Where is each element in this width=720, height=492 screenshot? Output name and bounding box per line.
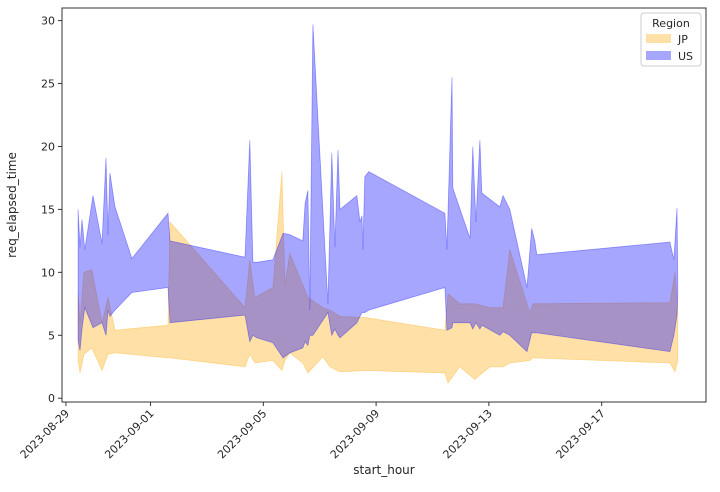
y-tick-label: 0 bbox=[48, 392, 55, 405]
series-layer bbox=[77, 24, 679, 384]
legend: Region JP US bbox=[640, 12, 702, 67]
x-tick-label: 2023-09-05 bbox=[215, 407, 269, 461]
y-tick-label: 15 bbox=[41, 203, 55, 216]
legend-title: Region bbox=[652, 17, 690, 30]
x-tick-label: 2023-09-09 bbox=[328, 407, 382, 461]
y-axis-ticks: 0 5 10 15 20 25 30 bbox=[41, 15, 62, 405]
y-axis-label: req_elapsed_time bbox=[5, 152, 19, 258]
plot-frame bbox=[61, 7, 707, 403]
y-tick-label: 25 bbox=[41, 78, 55, 91]
legend-swatch-jp bbox=[646, 34, 671, 43]
legend-label-jp: JP bbox=[677, 33, 688, 46]
legend-box bbox=[640, 12, 702, 67]
y-tick-label: 30 bbox=[41, 15, 55, 28]
area-band-jp bbox=[77, 171, 679, 384]
x-tick-label: 2023-09-13 bbox=[441, 407, 495, 461]
x-tick-label: 2023-09-01 bbox=[102, 407, 156, 461]
x-tick-label: 2023-08-29 bbox=[18, 407, 72, 461]
y-tick-label: 10 bbox=[41, 266, 55, 279]
x-axis-ticks: 2023-08-29 2023-09-01 2023-09-05 2023-09-09… bbox=[18, 402, 608, 461]
x-tick-label: 2023-09-17 bbox=[553, 407, 607, 461]
y-tick-label: 20 bbox=[41, 140, 55, 153]
x-axis-label: start_hour bbox=[353, 463, 415, 477]
y-tick-label: 5 bbox=[48, 329, 55, 342]
legend-swatch-us bbox=[646, 51, 671, 60]
legend-label-us: US bbox=[678, 50, 693, 63]
area-band-us bbox=[77, 24, 679, 359]
